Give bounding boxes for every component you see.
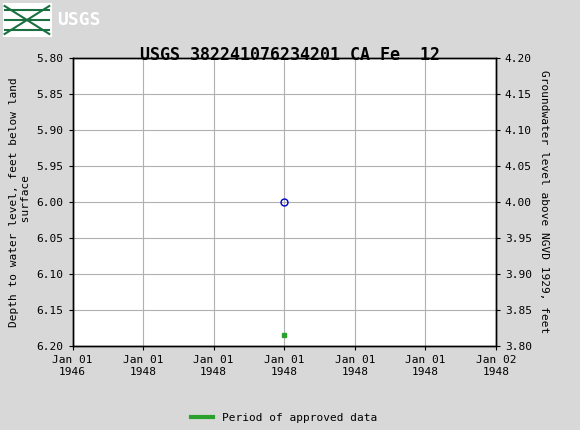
Legend: Period of approved data: Period of approved data [187,408,382,427]
Y-axis label: Depth to water level, feet below land
 surface: Depth to water level, feet below land su… [9,77,31,327]
Bar [3,3,52,37]
Y-axis label: Groundwater level above NGVD 1929, feet: Groundwater level above NGVD 1929, feet [539,71,549,334]
Text: USGS 382241076234201 CA Fe  12: USGS 382241076234201 CA Fe 12 [140,46,440,64]
Text: USGS: USGS [57,11,100,29]
